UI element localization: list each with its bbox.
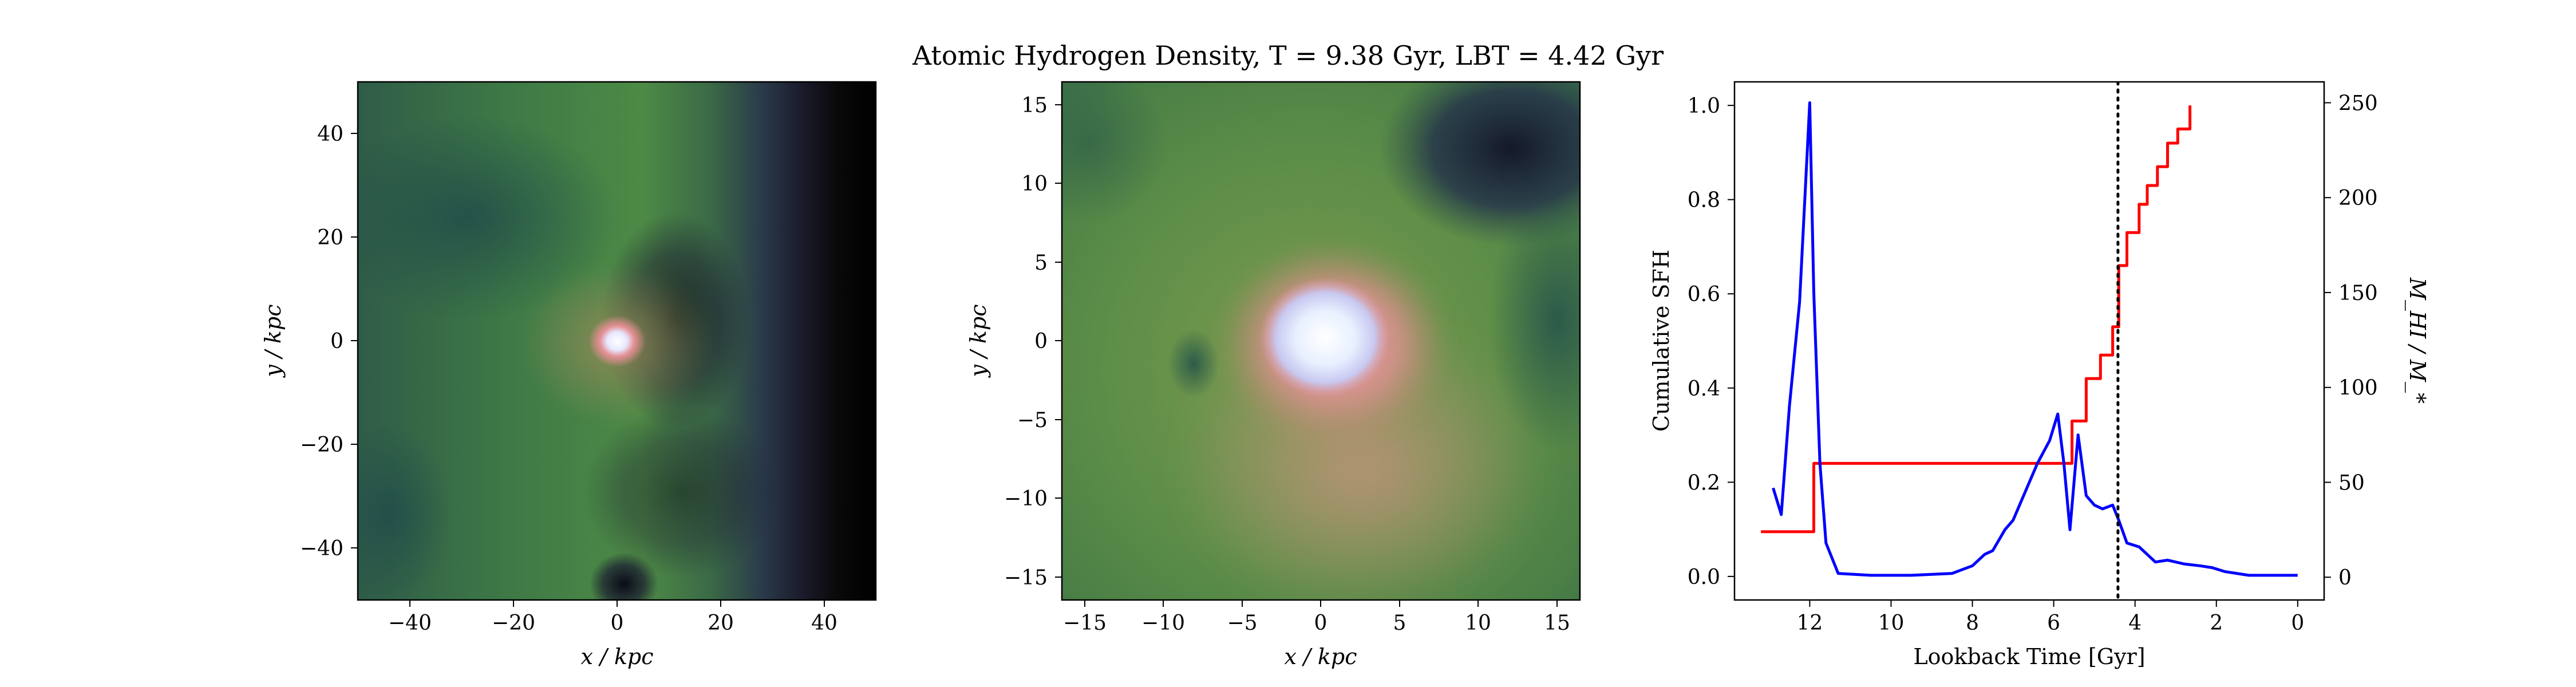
left-x-ticks: −40 −20 0 20 40 — [388, 600, 837, 635]
middle-ytick-label: 0 — [1034, 330, 1048, 353]
right-plot-area — [1761, 82, 2298, 600]
right-ytick-left-label: 0.4 — [1688, 377, 1720, 401]
middle-xtick-label: 10 — [1465, 611, 1491, 635]
middle-xtick-label: 15 — [1544, 611, 1570, 635]
right-axes-frame — [1733, 81, 2325, 601]
right-xtick-label: 0 — [2291, 611, 2304, 635]
middle-xtick-label: −10 — [1141, 611, 1185, 635]
right-ytick-right-label: 150 — [2338, 282, 2378, 305]
right-ylabel-left: Cumulative SFH — [1649, 250, 1674, 432]
right-ylabel-right: M_HI / M_* — [2404, 277, 2430, 404]
right-ytick-left-label: 1.0 — [1688, 94, 1720, 118]
left-ylabel: y / kpc — [260, 304, 286, 378]
middle-ytick-label: −10 — [1004, 487, 1048, 511]
left-heatmap-image — [358, 82, 876, 600]
right-ytick-left-label: 0.8 — [1688, 189, 1720, 212]
right-xtick-label: 8 — [1966, 611, 1979, 635]
middle-xtick-label: −15 — [1063, 611, 1107, 635]
right-ytick-right-label: 50 — [2338, 471, 2365, 495]
middle-ytick-label: 5 — [1034, 251, 1048, 275]
right-xtick-label: 4 — [2128, 611, 2142, 635]
panel-left-map: −40 −20 0 20 40 40 20 0 −20 −40 x / kpc … — [260, 81, 877, 669]
right-xtick-label: 10 — [1878, 611, 1905, 635]
middle-ytick-label: 15 — [1021, 94, 1048, 117]
middle-x-ticks: −15 −10 −5 0 5 10 15 — [1063, 600, 1570, 635]
right-ytick-right-label: 200 — [2338, 187, 2378, 210]
figure-title: Atomic Hydrogen Density, T = 9.38 Gyr, L… — [912, 40, 1664, 71]
left-xtick-label: −20 — [492, 611, 535, 635]
right-ytick-left-label: 0.6 — [1688, 283, 1720, 306]
left-xlabel: x / kpc — [580, 644, 653, 669]
right-ytick-right-label: 0 — [2338, 566, 2352, 590]
left-xtick-label: −40 — [388, 611, 432, 635]
left-ytick-label: 0 — [330, 330, 343, 353]
left-ytick-label: 40 — [317, 123, 343, 146]
middle-xtick-label: 5 — [1393, 611, 1406, 635]
right-xlabel: Lookback Time [Gyr] — [1913, 644, 2145, 669]
middle-y-ticks: 15 10 5 0 −5 −10 −15 — [1004, 94, 1062, 590]
middle-ylabel: y / kpc — [966, 304, 991, 378]
right-y-ticks-left: 1.0 0.8 0.6 0.4 0.2 0.0 — [1688, 94, 1720, 589]
middle-heatmap-image — [1062, 82, 1580, 600]
right-xtick-label: 12 — [1797, 611, 1823, 635]
right-ytick-left-label: 0.0 — [1688, 566, 1720, 589]
middle-ytick-label: −15 — [1004, 566, 1048, 590]
middle-ytick-label: 10 — [1021, 172, 1048, 196]
left-xtick-label: 0 — [611, 611, 624, 635]
left-ytick-label: 20 — [317, 226, 343, 250]
left-xtick-label: 40 — [811, 611, 837, 635]
left-xtick-label: 20 — [708, 611, 734, 635]
right-xtick-label: 6 — [2047, 611, 2060, 635]
middle-xtick-label: −5 — [1227, 611, 1257, 635]
middle-xlabel: x / kpc — [1284, 644, 1357, 669]
left-y-ticks: 40 20 0 −20 −40 — [300, 123, 358, 560]
middle-xtick-label: 0 — [1314, 611, 1327, 635]
right-axes-background — [1735, 82, 2324, 600]
middle-ytick-label: −5 — [1017, 409, 1048, 432]
right-ytick-left-label: 0.2 — [1688, 471, 1720, 495]
right-xtick-label: 2 — [2210, 611, 2223, 635]
hi-ratio-line — [1772, 101, 2298, 577]
right-ytick-right-label: 250 — [2338, 92, 2378, 115]
right-x-ticks: 12 10 8 6 4 2 0 — [1797, 611, 2305, 635]
panel-right-chart: 12 10 8 6 4 2 0 1.0 0.8 0.6 0.4 0.2 0.0 … — [1649, 81, 2430, 669]
left-ytick-label: −20 — [300, 433, 343, 457]
right-ytick-right-label: 100 — [2338, 377, 2378, 400]
panel-middle-map: −15 −10 −5 0 5 10 15 15 10 5 0 −5 −10 −1… — [966, 81, 1581, 669]
right-y-ticks-right: 250 200 150 100 50 0 — [2338, 92, 2378, 590]
left-ytick-label: −40 — [300, 537, 343, 560]
